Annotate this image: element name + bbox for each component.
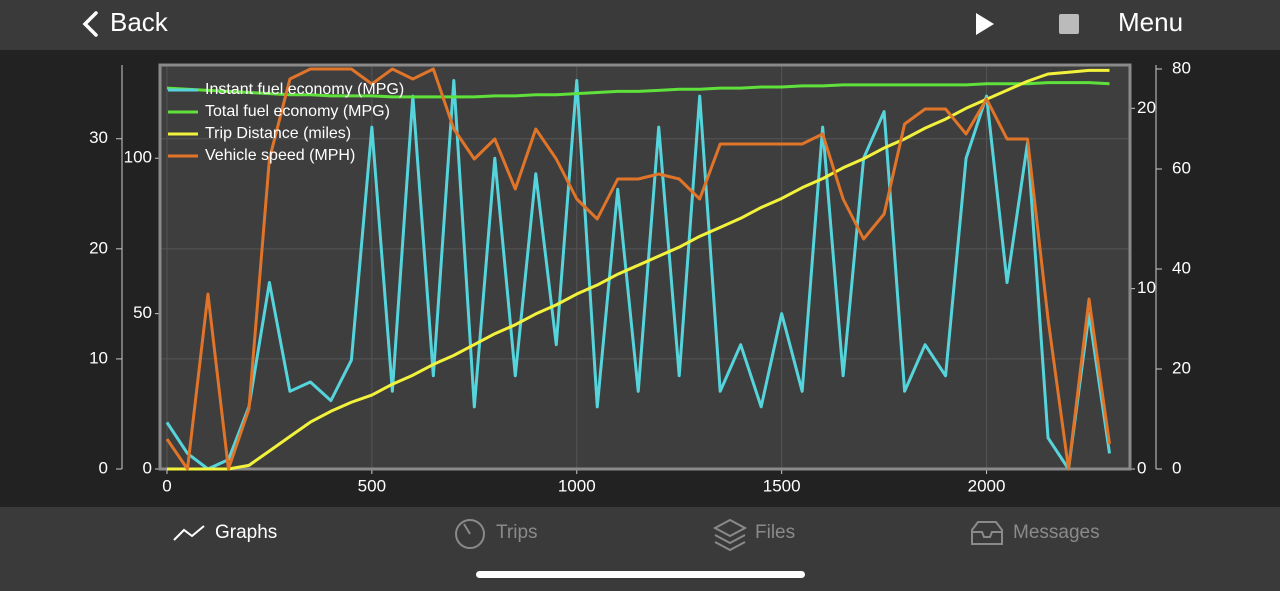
x-tick-label: 500 bbox=[358, 476, 386, 495]
back-button[interactable]: Back bbox=[82, 7, 169, 37]
legend-label: Trip Distance (miles) bbox=[205, 125, 351, 142]
x-tick-label: 2000 bbox=[968, 476, 1006, 495]
top-bar bbox=[0, 0, 1280, 50]
y-tick-label: 10 bbox=[1137, 278, 1156, 297]
back-icon bbox=[82, 11, 98, 37]
tab-icon bbox=[971, 521, 1003, 545]
legend-label: Instant fuel economy (MPG) bbox=[205, 81, 404, 98]
tab-icon bbox=[463, 523, 471, 535]
menu-button[interactable]: Menu bbox=[1118, 7, 1183, 37]
x-tick-label: 1500 bbox=[763, 476, 801, 495]
y-tick-label: 100 bbox=[124, 148, 152, 167]
y-tick-label: 20 bbox=[1172, 358, 1191, 377]
play-button[interactable] bbox=[976, 13, 994, 35]
plot-border bbox=[158, 63, 1132, 471]
tab-label[interactable]: Graphs bbox=[215, 522, 277, 543]
y-tick-label: 20 bbox=[1137, 98, 1156, 117]
y-tick-label: 40 bbox=[1172, 258, 1191, 277]
x-tick-label: 0 bbox=[162, 476, 171, 495]
y-tick-label: 0 bbox=[1172, 458, 1181, 477]
legend-label: Vehicle speed (MPH) bbox=[205, 147, 355, 164]
y-tick-label: 20 bbox=[89, 238, 108, 257]
y-tick-label: 50 bbox=[133, 303, 152, 322]
y-tick-label: 0 bbox=[99, 458, 108, 477]
stop-button[interactable] bbox=[1059, 14, 1079, 34]
tab-icon bbox=[455, 519, 485, 549]
y-tick-label: 60 bbox=[1172, 158, 1191, 177]
series-line bbox=[165, 79, 1111, 471]
tab-icon bbox=[173, 525, 205, 541]
home-indicator bbox=[476, 571, 805, 578]
tab-label[interactable]: Files bbox=[755, 522, 795, 543]
x-tick-label: 1000 bbox=[558, 476, 596, 495]
y-tick-label: 0 bbox=[143, 458, 152, 477]
series-line bbox=[166, 81, 1110, 99]
series-line bbox=[165, 67, 1111, 471]
tab-icon bbox=[712, 518, 748, 552]
y-tick-label: 80 bbox=[1172, 58, 1191, 77]
tab-label[interactable]: Trips bbox=[496, 522, 538, 543]
tab-bar bbox=[0, 507, 1280, 591]
legend-label: Total fuel economy (MPG) bbox=[205, 103, 390, 120]
back-label: Back bbox=[110, 7, 169, 37]
tab-label[interactable]: Messages bbox=[1013, 522, 1100, 543]
y-tick-label: 30 bbox=[89, 128, 108, 147]
y-tick-label: 10 bbox=[89, 348, 108, 367]
y-tick-label: 0 bbox=[1137, 458, 1146, 477]
